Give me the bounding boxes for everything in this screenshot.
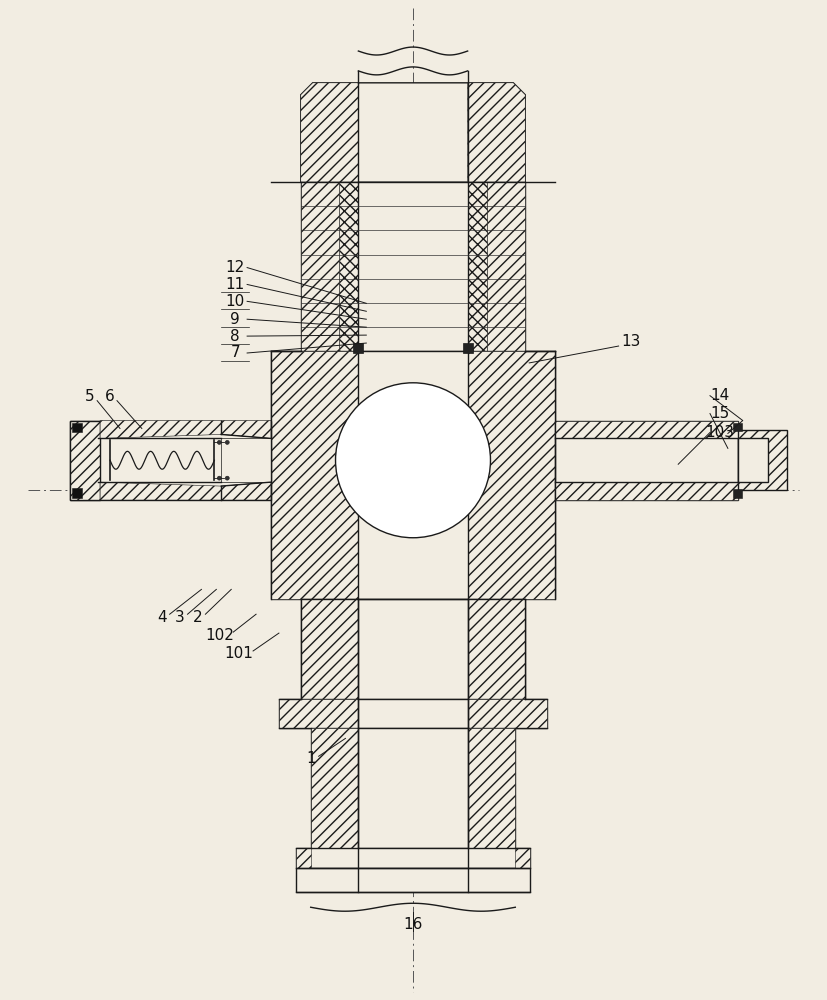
Text: 101: 101 [225, 646, 254, 661]
Text: 3: 3 [174, 610, 184, 625]
Text: 11: 11 [226, 277, 245, 292]
Bar [738, 438, 767, 482]
Polygon shape [301, 83, 358, 182]
Polygon shape [301, 182, 338, 351]
Text: 14: 14 [710, 388, 729, 403]
Bar [72, 423, 82, 432]
Text: 16: 16 [404, 917, 423, 932]
Polygon shape [338, 182, 358, 351]
Polygon shape [222, 421, 271, 438]
Polygon shape [487, 182, 525, 351]
Bar [733, 489, 742, 498]
Text: 8: 8 [231, 329, 240, 344]
Text: 2: 2 [193, 610, 203, 625]
Polygon shape [467, 728, 515, 848]
Polygon shape [100, 482, 222, 500]
Circle shape [218, 476, 222, 480]
Text: 102: 102 [205, 628, 234, 643]
Text: 4: 4 [157, 610, 166, 625]
Text: 15: 15 [710, 406, 729, 421]
Bar [279, 699, 547, 728]
Circle shape [336, 383, 490, 538]
Polygon shape [296, 848, 311, 868]
Bar [296, 848, 530, 868]
Polygon shape [555, 421, 738, 500]
Text: 1: 1 [306, 751, 316, 766]
Polygon shape [279, 699, 358, 728]
Bar [738, 430, 787, 490]
Polygon shape [555, 482, 738, 500]
Polygon shape [515, 848, 530, 868]
Bar [72, 488, 82, 498]
Polygon shape [100, 421, 222, 438]
Bar [70, 421, 100, 500]
Polygon shape [222, 482, 271, 500]
Circle shape [218, 440, 222, 444]
Bar [296, 868, 530, 892]
Text: 7: 7 [231, 345, 240, 360]
Bar [301, 599, 525, 699]
Polygon shape [467, 699, 547, 728]
Polygon shape [467, 351, 555, 599]
Bar [353, 343, 363, 353]
Bar [222, 438, 271, 482]
Bar [462, 343, 472, 353]
Text: 13: 13 [621, 334, 640, 349]
Polygon shape [467, 599, 525, 699]
Polygon shape [555, 421, 738, 438]
Circle shape [225, 440, 229, 444]
Polygon shape [467, 83, 525, 182]
Bar [733, 423, 742, 431]
Polygon shape [301, 599, 358, 699]
Polygon shape [311, 728, 358, 848]
Bar [311, 728, 515, 848]
Circle shape [225, 476, 229, 480]
Bar [271, 351, 555, 599]
Text: 12: 12 [226, 260, 245, 275]
Polygon shape [467, 182, 487, 351]
Text: 9: 9 [231, 312, 240, 327]
Bar [301, 182, 525, 351]
Text: 10: 10 [226, 294, 245, 309]
Text: 103: 103 [705, 425, 734, 440]
Text: 6: 6 [105, 389, 115, 404]
Polygon shape [271, 351, 358, 599]
Polygon shape [301, 83, 525, 182]
Polygon shape [70, 421, 271, 500]
Text: 5: 5 [85, 389, 95, 404]
